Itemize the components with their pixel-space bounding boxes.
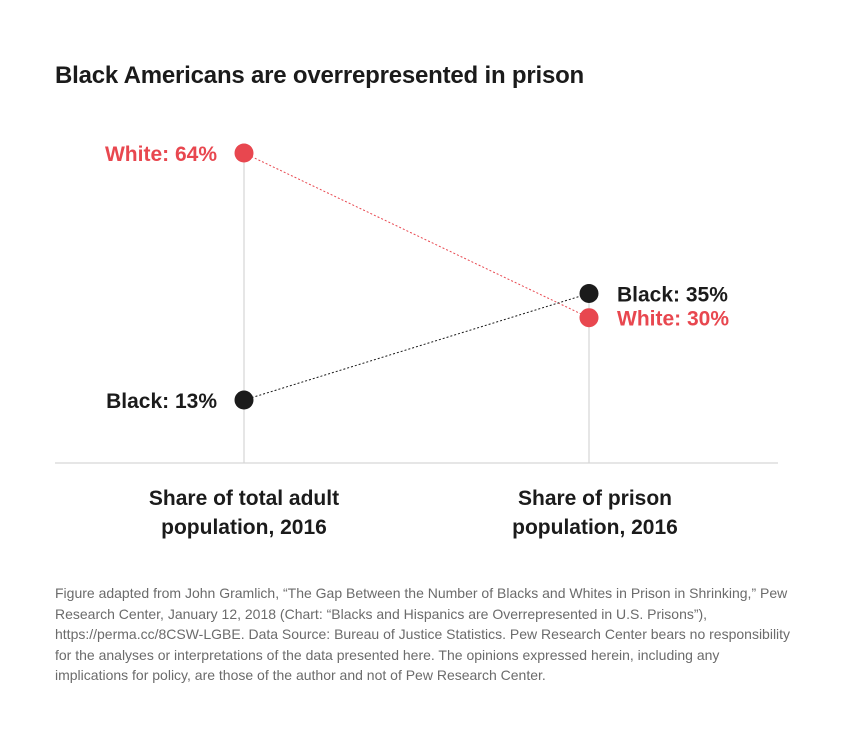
category-label-line: Share of total adult — [149, 487, 339, 510]
white-point-population — [234, 143, 254, 163]
slope-lines — [243, 152, 590, 401]
black-slope-line — [243, 292, 590, 401]
category-label-line: population, 2016 — [161, 516, 327, 539]
white-slope-line — [243, 152, 590, 319]
white-label-population: White: 64% — [105, 143, 217, 166]
white-label-prison: White: 30% — [617, 308, 729, 331]
source-footnote: Figure adapted from John Gramlich, “The … — [55, 585, 791, 683]
black-point-population — [234, 390, 254, 410]
white-point-prison — [579, 308, 599, 328]
black-label-prison: Black: 35% — [617, 283, 728, 306]
data-labels: White: 64% White: 30% Black: 13% Black: 35% — [105, 143, 729, 413]
category-labels: Share of total adult population, 2016 Shar… — [149, 487, 678, 539]
chart-title: Black Americans are overrepresented in p… — [55, 62, 585, 89]
data-points — [234, 143, 599, 410]
category-label-line: population, 2016 — [512, 516, 678, 539]
category-label-line: Share of prison — [518, 487, 672, 510]
slope-chart: White: 64% White: 30% Black: 13% Black: 35%… — [55, 143, 778, 539]
black-point-prison — [579, 283, 599, 303]
black-label-population: Black: 13% — [106, 390, 217, 413]
